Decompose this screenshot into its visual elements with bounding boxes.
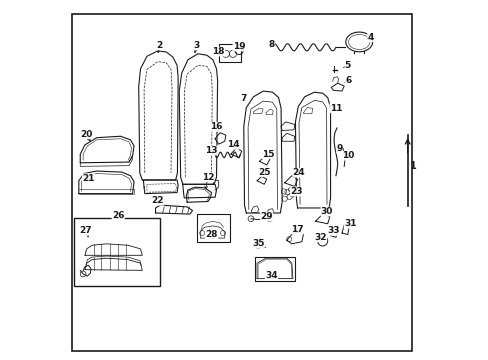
Text: 14: 14	[226, 140, 239, 149]
Text: 26: 26	[112, 211, 124, 220]
Text: 30: 30	[320, 207, 332, 216]
Text: 15: 15	[261, 150, 273, 159]
Text: 1: 1	[409, 161, 416, 171]
Text: 34: 34	[264, 270, 277, 279]
Text: 25: 25	[258, 168, 270, 177]
Text: 5: 5	[344, 61, 350, 70]
Text: 7: 7	[240, 94, 246, 103]
Text: 29: 29	[260, 212, 272, 221]
Text: 3: 3	[193, 41, 199, 50]
Text: 33: 33	[326, 226, 339, 235]
Bar	[197, 214, 230, 242]
Text: 6: 6	[345, 76, 351, 85]
Text: 22: 22	[151, 196, 163, 205]
Text: 19: 19	[232, 42, 245, 51]
Text: 10: 10	[342, 151, 354, 160]
Ellipse shape	[345, 32, 372, 52]
Text: 28: 28	[205, 230, 217, 239]
Text: 23: 23	[290, 187, 302, 196]
Text: 21: 21	[82, 174, 95, 183]
Text: 35: 35	[251, 239, 264, 248]
Text: 2: 2	[156, 41, 162, 50]
Bar	[218, 44, 241, 62]
Text: 24: 24	[292, 168, 305, 177]
Text: 27: 27	[80, 226, 92, 235]
Text: 32: 32	[314, 233, 326, 242]
Text: 16: 16	[210, 122, 223, 131]
Text: 12: 12	[201, 173, 214, 182]
Text: 17: 17	[291, 225, 303, 234]
Text: 8: 8	[268, 40, 274, 49]
Bar	[254, 257, 294, 281]
Text: 18: 18	[212, 47, 224, 56]
Text: 13: 13	[205, 146, 217, 155]
Text: 9: 9	[336, 144, 342, 153]
Text: 11: 11	[329, 104, 342, 113]
Bar	[74, 218, 160, 286]
Text: 31: 31	[344, 219, 356, 228]
Text: 4: 4	[367, 33, 373, 42]
Text: 20: 20	[80, 130, 92, 139]
